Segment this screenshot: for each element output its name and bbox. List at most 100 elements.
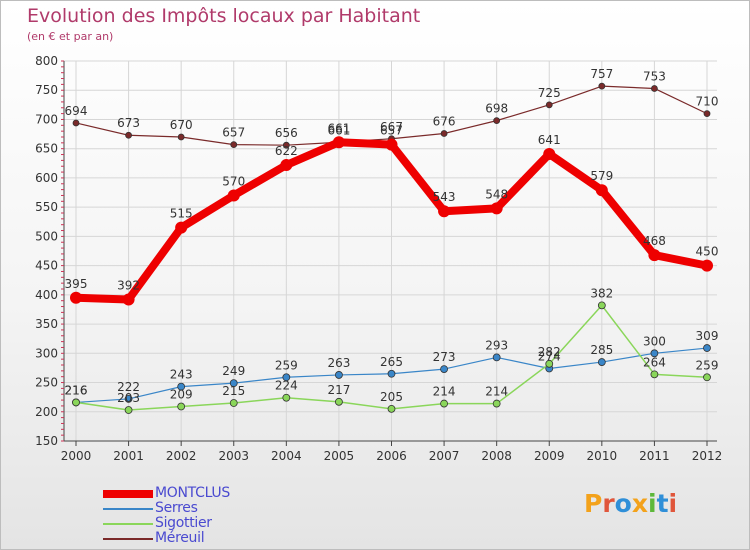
y-tick-label: 250	[35, 376, 58, 390]
data-point	[385, 138, 398, 151]
data-point	[387, 404, 396, 413]
data-point	[651, 85, 658, 92]
data-label: 468	[643, 234, 666, 248]
data-label: 570	[222, 174, 245, 188]
data-point	[440, 130, 448, 137]
data-label: 243	[170, 368, 193, 382]
chart-subtitle: (en € et par an)	[27, 30, 114, 43]
data-label: 285	[590, 343, 613, 357]
x-tick-label: 2005	[324, 449, 355, 463]
data-label: 579	[590, 169, 613, 183]
data-point	[335, 397, 343, 406]
legend-swatch-montclus	[103, 490, 153, 498]
data-label: 548	[485, 187, 508, 201]
x-tick-label: 2012	[692, 449, 723, 463]
data-point	[440, 365, 448, 373]
y-tick-label: 800	[35, 54, 58, 68]
data-label: 670	[170, 118, 193, 132]
data-label: 259	[275, 358, 298, 372]
x-tick-label: 2008	[481, 449, 512, 463]
data-label: 725	[538, 86, 561, 100]
data-point	[229, 399, 238, 407]
data-label: 641	[538, 133, 561, 147]
data-point	[70, 291, 82, 304]
data-label: 543	[433, 190, 456, 204]
data-point	[227, 189, 240, 202]
data-label: 215	[222, 384, 245, 398]
data-point	[72, 398, 80, 407]
logo-letter: o	[614, 489, 632, 518]
y-tick-label: 500	[35, 229, 58, 243]
y-tick-label: 200	[35, 405, 58, 419]
data-label: 392	[117, 279, 140, 293]
data-point	[438, 205, 451, 218]
data-label: 249	[222, 364, 245, 378]
legend-label-mereuil: Méreuil	[155, 530, 205, 546]
data-point	[440, 399, 448, 408]
data-point	[230, 141, 238, 149]
x-tick-label: 2004	[271, 449, 302, 463]
legend-swatch-sigottier	[103, 523, 153, 525]
data-label: 753	[643, 69, 666, 83]
data-label: 205	[380, 390, 403, 404]
data-label: 216	[65, 383, 88, 397]
y-tick-label: 350	[35, 317, 58, 331]
data-label: 661	[327, 121, 350, 135]
data-label: 224	[275, 379, 298, 393]
data-point	[490, 202, 503, 215]
y-tick-label: 450	[35, 259, 58, 273]
y-tick-label: 750	[35, 83, 58, 97]
chart-title: Evolution des Impôts locaux par Habitant	[27, 5, 421, 27]
y-tick-label: 650	[35, 142, 58, 156]
data-label: 309	[696, 329, 719, 343]
data-point	[72, 119, 80, 127]
legend-swatch-serres	[103, 508, 153, 510]
data-point	[229, 379, 238, 388]
data-point	[595, 184, 608, 197]
data-label: 450	[696, 245, 719, 259]
data-label: 203	[117, 391, 140, 405]
data-label: 214	[433, 385, 456, 399]
data-point	[701, 259, 713, 272]
data-point	[598, 82, 606, 90]
data-label: 263	[327, 356, 350, 370]
logo-letter: i	[668, 489, 678, 518]
data-label: 694	[65, 104, 88, 118]
legend-label-sigottier: Sigottier	[155, 515, 212, 531]
data-label: 673	[117, 116, 140, 130]
data-point	[332, 136, 345, 149]
logo-letter: r	[602, 489, 615, 518]
y-tick-label: 550	[35, 200, 58, 214]
legend-swatch-mereuil	[103, 538, 153, 540]
data-point	[597, 358, 606, 366]
data-point	[703, 344, 711, 352]
data-label: 274	[538, 350, 561, 364]
data-point	[648, 249, 661, 262]
data-point	[282, 141, 290, 149]
data-point	[545, 359, 554, 368]
y-tick-label: 300	[35, 346, 58, 360]
logo-letter: i	[648, 489, 657, 518]
data-label: 293	[485, 338, 508, 352]
y-tick-label: 600	[35, 171, 58, 185]
data-label: 657	[380, 124, 403, 138]
data-label: 395	[65, 277, 88, 291]
data-point	[492, 399, 501, 408]
data-label: 282	[538, 345, 561, 359]
legend-label-serres: Serres	[155, 500, 198, 516]
data-point	[543, 147, 556, 160]
data-label: 515	[170, 207, 193, 221]
data-point	[175, 221, 188, 234]
x-tick-label: 2011	[639, 449, 670, 463]
logo-letter: P	[584, 489, 603, 518]
data-label: 214	[485, 385, 508, 399]
data-label: 661	[327, 123, 350, 137]
data-point	[597, 301, 606, 310]
data-point	[282, 393, 291, 402]
x-tick-label: 2000	[61, 449, 92, 463]
data-point	[177, 382, 186, 391]
data-label: 300	[643, 334, 666, 348]
y-tick-label: 150	[35, 434, 58, 448]
data-point	[177, 402, 186, 411]
